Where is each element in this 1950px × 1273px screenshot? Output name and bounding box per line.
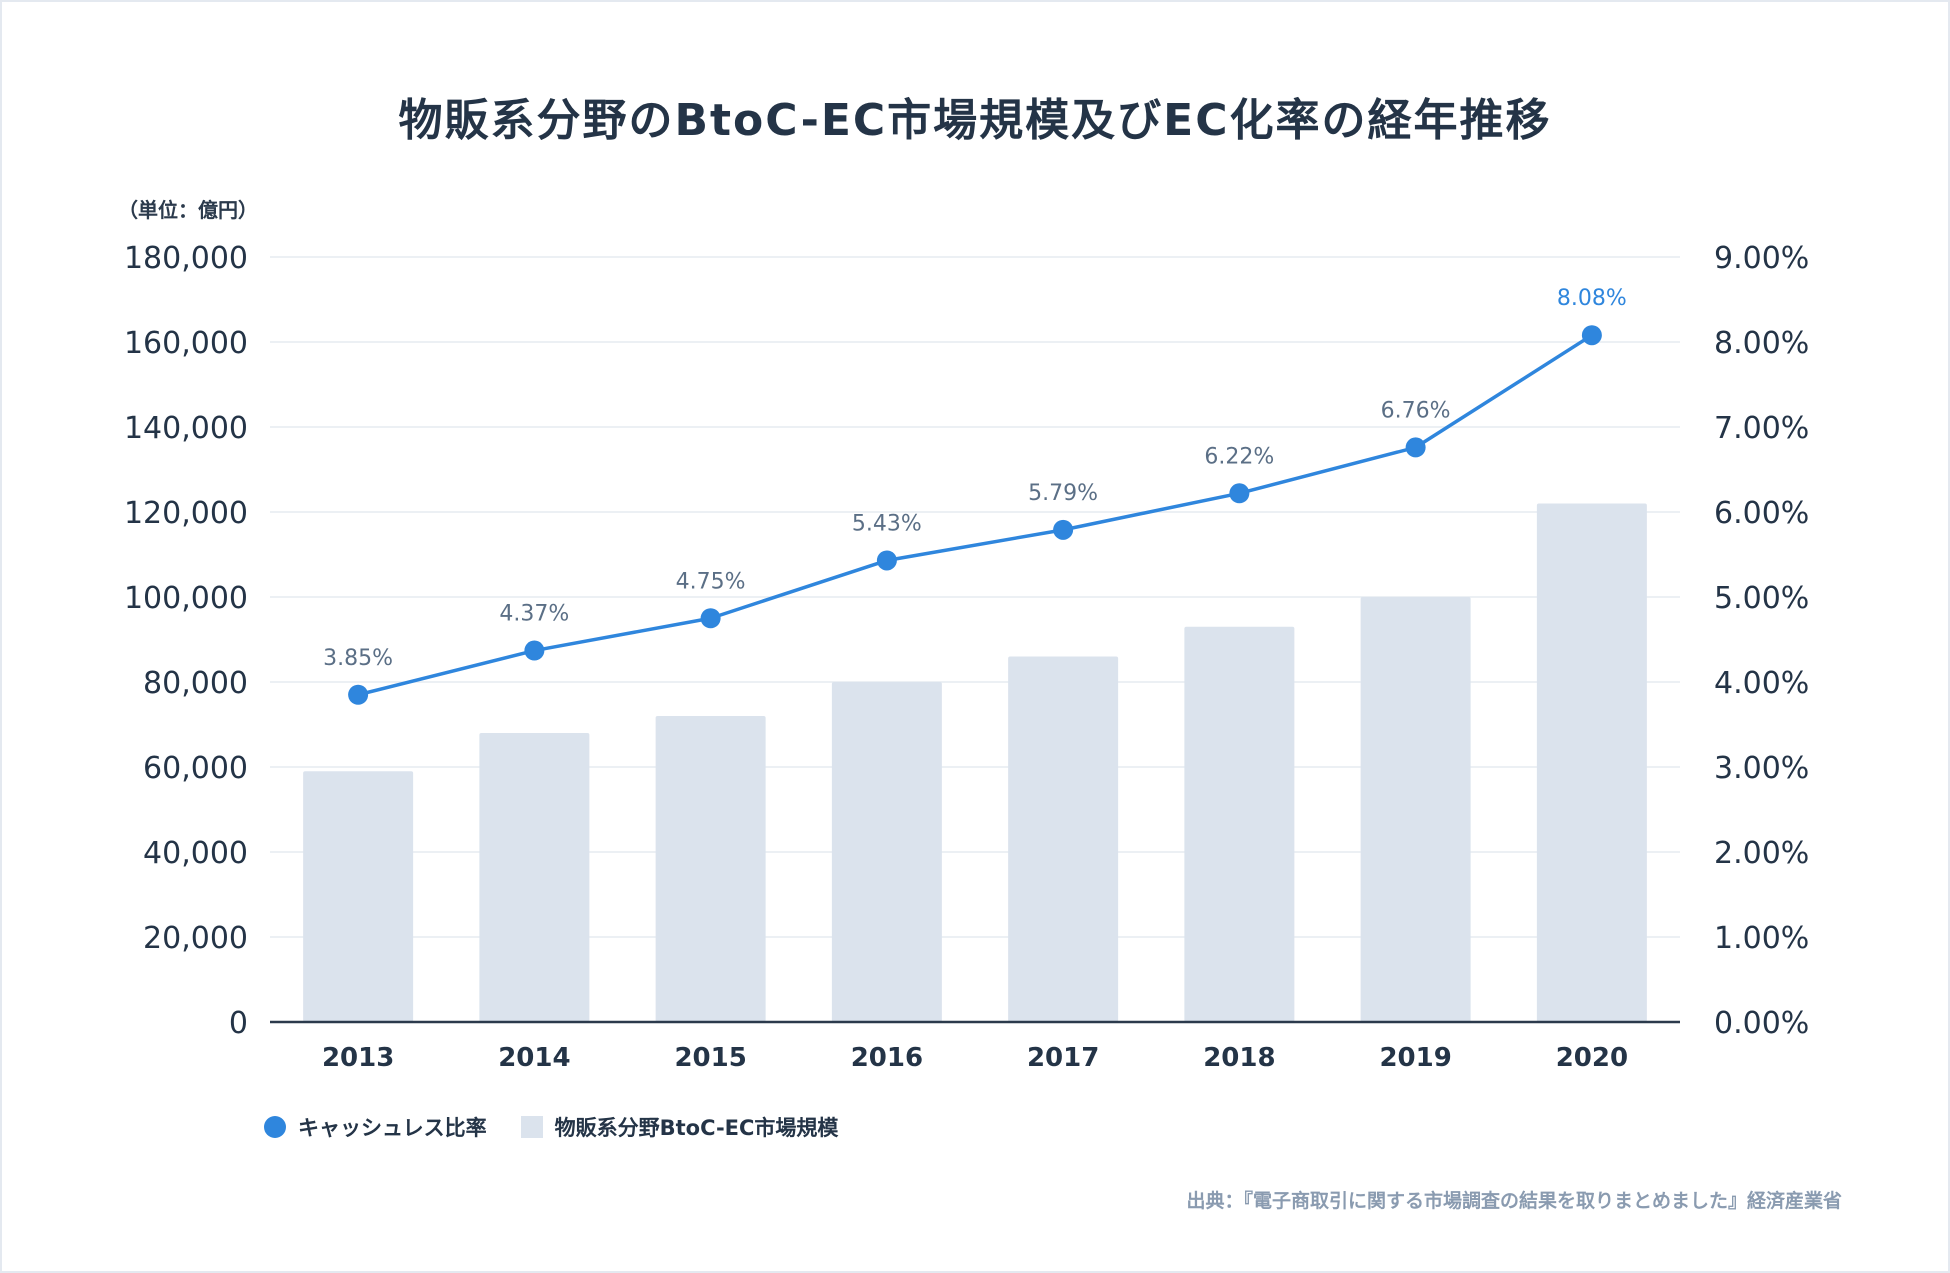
data-label: 6.76% [1381, 398, 1451, 423]
legend-item-bar: 物販系分野BtoC-EC市場規模 [520, 1112, 839, 1142]
line-point [1229, 483, 1250, 504]
y-left-tick-label: 180,000 [124, 241, 248, 276]
line-point [1581, 325, 1602, 346]
y-right-tick-label: 5.00% [1714, 581, 1809, 616]
y-right-tick-label: 6.00% [1714, 496, 1809, 531]
y-right-tick-label: 9.00% [1714, 241, 1809, 276]
x-tick-label: 2019 [1379, 1043, 1451, 1073]
y-right-tick-label: 8.00% [1714, 326, 1809, 361]
y-left-tick-label: 0 [229, 1006, 248, 1041]
bar [1360, 597, 1471, 1022]
legend-bar-label: 物販系分野BtoC-EC市場規模 [554, 1116, 839, 1140]
x-tick-label: 2020 [1556, 1043, 1628, 1073]
bar [479, 733, 590, 1022]
legend-line-label: キャッシュレス比率 [298, 1116, 487, 1140]
line-series [357, 333, 1593, 697]
y-left-tick-label: 60,000 [143, 751, 248, 786]
line-point [876, 550, 897, 571]
line-point [1053, 519, 1074, 540]
y-left-tick-label: 120,000 [124, 496, 248, 531]
x-tick-label: 2014 [498, 1043, 570, 1073]
bar [655, 716, 766, 1022]
data-label: 8.08% [1557, 286, 1627, 311]
data-label: 4.75% [676, 569, 746, 594]
data-label: 5.43% [852, 511, 922, 536]
chart-title: 物販系分野のBtoC-EC市場規模及びEC化率の経年推移 [398, 95, 1552, 146]
data-label: 3.85% [323, 646, 393, 671]
line-point [1405, 437, 1426, 458]
legend: キャッシュレス比率 物販系分野BtoC-EC市場規模 [264, 1112, 872, 1142]
bar [1008, 656, 1119, 1022]
y-left-tick-label: 160,000 [124, 326, 248, 361]
y-left-tick-label: 100,000 [124, 581, 248, 616]
x-tick-label: 2013 [322, 1043, 394, 1073]
bar [1184, 626, 1295, 1022]
line-point [524, 640, 545, 661]
y-right-tick-label: 3.00% [1714, 751, 1809, 786]
y-right-tick-label: 2.00% [1714, 836, 1809, 871]
y-left-tick-label: 140,000 [124, 411, 248, 446]
line-point [700, 608, 721, 629]
data-label: 5.79% [1028, 481, 1098, 506]
x-tick-label: 2015 [674, 1043, 746, 1073]
x-tick-label: 2018 [1203, 1043, 1275, 1073]
y-right-tick-label: 7.00% [1714, 411, 1809, 446]
legend-bar-marker-icon [520, 1116, 543, 1138]
legend-item-line: キャッシュレス比率 [264, 1112, 487, 1142]
legend-line-marker-icon [264, 1116, 286, 1138]
bar [1536, 503, 1647, 1022]
bar [303, 771, 414, 1022]
y-right-tick-label: 1.00% [1714, 921, 1809, 956]
y-left-tick-label: 40,000 [143, 836, 248, 871]
data-label: 4.37% [499, 602, 569, 627]
y-left-tick-label: 80,000 [143, 666, 248, 701]
source-note: 出典：『電子商取引に関する市場調査の結果を取りまとめました』経済産業省 [1186, 1190, 1842, 1212]
x-tick-label: 2016 [851, 1043, 923, 1073]
x-tick-label: 2017 [1027, 1043, 1099, 1073]
line-point [348, 684, 369, 705]
bar [831, 682, 942, 1022]
data-label: 6.22% [1204, 444, 1274, 469]
y-left-tick-label: 20,000 [143, 921, 248, 956]
y-right-tick-label: 4.00% [1714, 666, 1809, 701]
y-right-tick-label: 0.00% [1714, 1006, 1809, 1041]
unit-label: （単位：億円） [118, 198, 258, 222]
